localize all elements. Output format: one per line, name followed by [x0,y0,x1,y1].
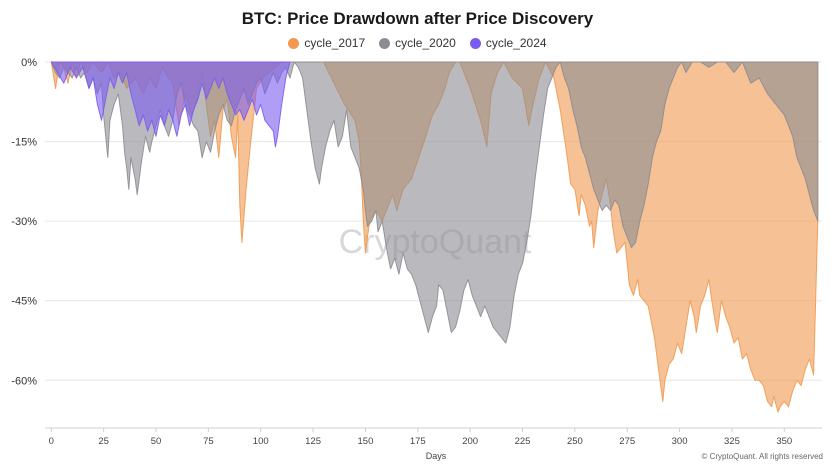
x-tick-label: 25 [98,436,109,447]
legend-label: cycle_2017 [304,36,366,50]
legend-item-cycle-2024[interactable]: cycle_2024 [469,36,547,50]
legend-swatch [288,37,300,49]
y-tick-label: 0% [21,57,37,69]
x-tick-label: 175 [410,436,426,447]
legend-item-cycle-2017[interactable]: cycle_2017 [288,36,365,50]
x-axis-label: Days [425,451,447,461]
legend-label: cycle_2024 [485,36,547,50]
x-tick-label: 300 [672,436,688,447]
cycle-2024-area [50,61,291,148]
x-tick-label: 200 [462,436,478,447]
legend-label: cycle_2020 [395,36,456,50]
copyright-credit: © CryptoQuant. All rights reserved [701,452,824,461]
legend-swatch [379,37,391,49]
x-tick-label: 350 [776,436,792,447]
x-tick-label: 250 [567,436,583,447]
x-tick-label: 275 [619,436,635,447]
x-tick-label: 50 [151,436,162,447]
legend-swatch [469,37,481,49]
x-tick-label: 100 [253,436,269,447]
y-tick-label: -45% [11,296,37,308]
x-tick-label: 325 [724,436,740,447]
x-tick-label: 225 [515,436,531,447]
x-tick-label: 150 [358,436,374,447]
x-tick-label: 125 [305,436,321,447]
y-tick-label: -30% [11,216,37,228]
x-tick-label: 0 [49,436,54,447]
y-tick-label: -15% [11,137,37,149]
y-tick-label: -60% [11,375,37,387]
legend-item-cycle-2020[interactable]: cycle_2020 [379,36,456,50]
chart-title: BTC: Price Drawdown after Price Discover… [241,9,594,28]
chart-legend: cycle_2017 cycle_2020 cycle_2024 [0,36,835,50]
x-tick-label: 75 [203,436,214,447]
